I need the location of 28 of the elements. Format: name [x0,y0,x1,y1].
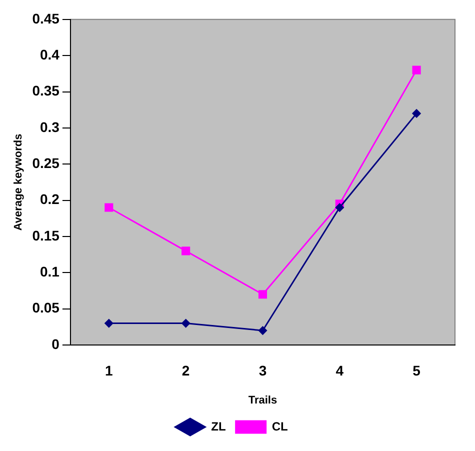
legend-label: CL [272,419,288,434]
y-tick-label: 0.15 [32,227,60,244]
x-tick-label: 1 [105,362,114,378]
point [412,66,421,74]
y-tick-label: 0.35 [32,82,60,99]
point [104,203,114,212]
y-tick-label: 0 [52,336,60,352]
y-tick-label: 0.05 [32,300,60,316]
point [258,290,268,299]
y-tick-label: 0.2 [40,191,60,208]
x-tick-label: 2 [182,362,190,378]
x-tick-label: 4 [336,362,344,378]
y-tick-label: 0.4 [40,46,60,62]
y-tick-label: 0.3 [40,118,60,135]
y-axis-title: Average keywords [12,134,25,231]
y-tick-label: 0.45 [32,10,60,26]
point [104,319,114,328]
x-axis-title: Trails [248,394,278,406]
y-tick-label: 0.1 [40,264,60,280]
x-tick-label: 3 [258,362,267,378]
legend-label: ZL [211,419,226,434]
x-tick-label: 5 [412,362,421,378]
point [258,326,267,335]
point [182,246,190,256]
point [412,109,421,118]
point [182,319,190,328]
point [335,203,344,212]
y-tick-label: 0.25 [32,154,60,171]
